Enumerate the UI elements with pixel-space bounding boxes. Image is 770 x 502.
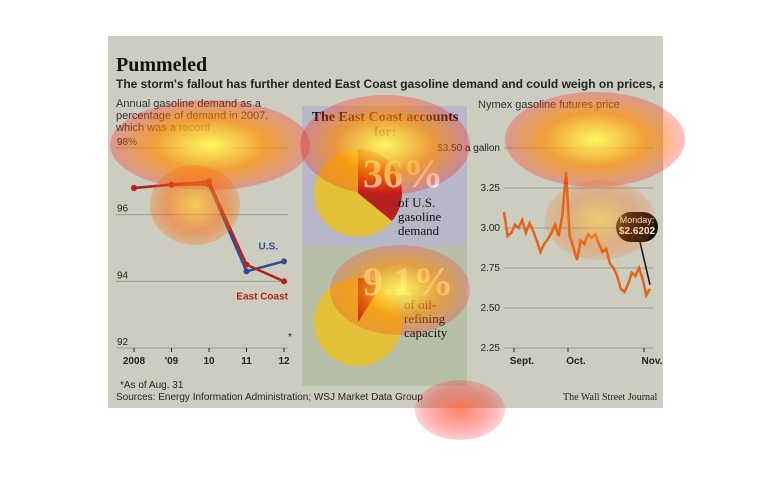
- data-point: [243, 268, 250, 275]
- x-tick-label: 12: [278, 356, 290, 367]
- x-tick-label: 11: [241, 356, 252, 367]
- chart-subtitle: The storm's fallout has further dented E…: [116, 77, 663, 91]
- infographic-panel: Pummeled The storm's fallout has further…: [108, 36, 663, 408]
- data-point: [243, 261, 250, 268]
- x-tick-label: Oct.: [566, 356, 586, 367]
- left-footnote: *As of Aug. 31: [120, 380, 184, 391]
- y-tick-label: 3.25: [481, 183, 501, 194]
- callout-value: $2.6202: [618, 226, 656, 237]
- x-tick-label: Nov.: [642, 356, 663, 367]
- x-tick-label: '09: [165, 356, 179, 367]
- y-tick-label: 96: [117, 204, 129, 215]
- y-tick-label: 3.00: [481, 223, 501, 234]
- data-point: [281, 258, 287, 265]
- chart-title: Pummeled: [116, 54, 208, 76]
- y-tick-label: 2.25: [481, 343, 501, 354]
- credit: The Wall Street Journal: [563, 392, 658, 403]
- sources: Sources: Energy Information Administrati…: [116, 392, 423, 403]
- futures-line: [502, 171, 652, 299]
- callout-label: Monday:: [619, 215, 655, 225]
- y-tick-label: $3.50 a gallon: [437, 143, 500, 154]
- right-line-chart: $3.50 a gallon 3.25 3.00 2.75 2.50 2.25 Sept. O…: [437, 143, 663, 367]
- x-tick-label: 2008: [123, 356, 146, 367]
- y-tick-label: 2.50: [481, 303, 501, 314]
- x-tick-label: 10: [203, 356, 215, 367]
- y-tick-label: 94: [117, 270, 129, 281]
- data-point: [281, 278, 287, 285]
- stat-36-label: of U.S. gasoline demand: [398, 195, 442, 238]
- y-tick-label: 92: [117, 337, 129, 348]
- y-tick-label: 2.75: [481, 263, 501, 274]
- annotation-asterisk: *: [288, 332, 292, 343]
- series-label-east-coast: East Coast: [236, 291, 288, 302]
- series-label-us: U.S.: [259, 241, 279, 252]
- x-tick-label: Sept.: [510, 356, 535, 367]
- monday-callout: Monday: $2.6202: [616, 212, 658, 242]
